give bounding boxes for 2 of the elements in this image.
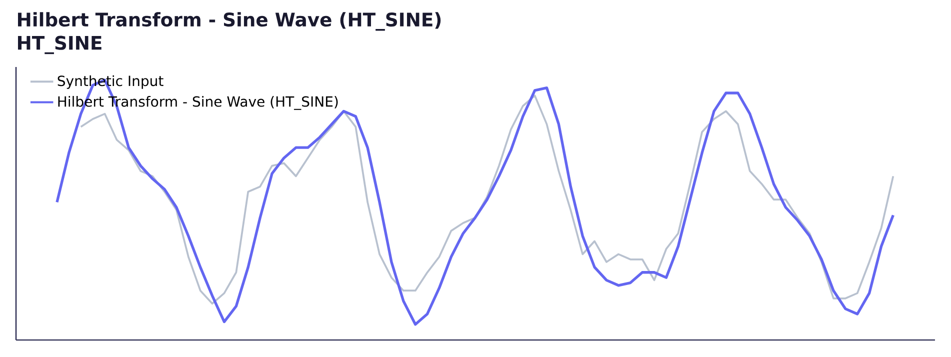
chart-subtitle: HT_SINE	[18, 36, 102, 54]
chart-title: Hilbert Transform - Sine Wave (HT_SINE)	[18, 12, 441, 31]
